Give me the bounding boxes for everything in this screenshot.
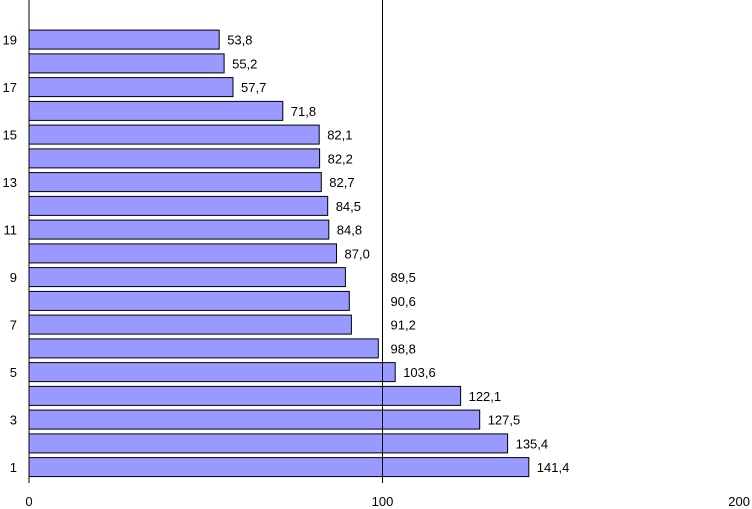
data-label-7: 91,2 — [391, 318, 416, 333]
x-tick-label-200: 200 — [728, 494, 750, 509]
y-tick-label-11: 11 — [4, 223, 18, 238]
bar-1 — [28, 457, 530, 478]
bar-11 — [28, 219, 330, 240]
bar-15 — [28, 124, 320, 145]
bar-18 — [28, 53, 225, 74]
y-tick-label-13: 13 — [3, 175, 17, 190]
bar-8 — [28, 290, 350, 311]
bar-5 — [28, 362, 396, 383]
x-tick-label-0: 0 — [25, 494, 32, 509]
data-label-1: 141,4 — [537, 460, 570, 475]
y-tick-label-5: 5 — [10, 365, 17, 380]
data-label-19: 53,8 — [227, 33, 252, 48]
bar-14 — [28, 148, 321, 169]
bar-9 — [28, 267, 346, 288]
data-label-3: 127,5 — [488, 413, 521, 428]
bar-2 — [28, 433, 509, 454]
bar-17 — [28, 77, 234, 98]
bar-6 — [28, 338, 379, 359]
y-tick-label-15: 15 — [3, 128, 17, 143]
data-label-4: 122,1 — [469, 389, 502, 404]
bar-19 — [28, 29, 220, 50]
data-label-16: 71,8 — [291, 104, 316, 119]
data-label-18: 55,2 — [232, 56, 257, 71]
x-tick-label-100: 100 — [372, 494, 394, 509]
bar-7 — [28, 314, 352, 335]
data-label-14: 82,2 — [328, 151, 353, 166]
y-tick-label-7: 7 — [10, 318, 17, 333]
bar-12 — [28, 195, 329, 216]
data-label-10: 87,0 — [345, 246, 370, 261]
data-label-6: 98,8 — [391, 341, 416, 356]
data-label-11: 84,8 — [337, 223, 362, 238]
bar-10 — [28, 243, 337, 264]
y-tick-label-1: 1 — [10, 460, 17, 475]
y-tick-label-19: 19 — [3, 33, 17, 48]
y-tick-label-9: 9 — [10, 270, 17, 285]
bar-13 — [28, 172, 322, 193]
data-label-5: 103,6 — [403, 365, 436, 380]
bar-16 — [28, 100, 284, 121]
y-tick-label-17: 17 — [3, 80, 17, 95]
data-label-9: 89,5 — [391, 270, 416, 285]
bar-4 — [28, 385, 462, 406]
data-label-15: 82,1 — [327, 128, 352, 143]
data-label-2: 135,4 — [516, 436, 549, 451]
data-label-17: 57,7 — [241, 80, 266, 95]
data-label-8: 90,6 — [391, 294, 416, 309]
data-label-12: 84,5 — [336, 199, 361, 214]
data-label-13: 82,7 — [329, 175, 354, 190]
y-tick-label-3: 3 — [10, 413, 17, 428]
bar-3 — [28, 409, 481, 430]
